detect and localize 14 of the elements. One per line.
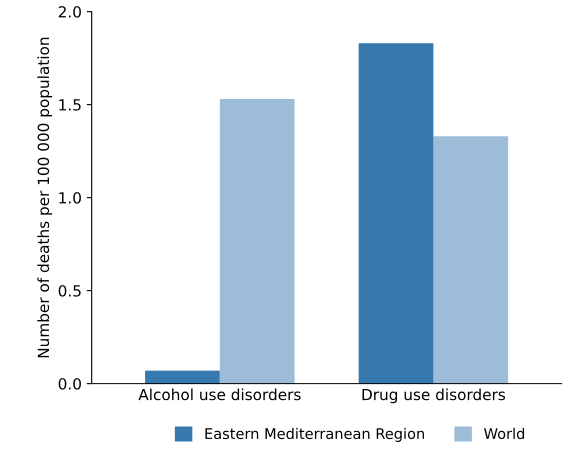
y-tick-label: 1.5 (59, 99, 81, 111)
y-tick-label: 0.5 (58, 285, 81, 297)
legend-label: Eastern Mediterranean Region (205, 428, 424, 442)
bar (433, 136, 508, 384)
x-tick-label: Drug use disorders (362, 388, 506, 404)
legend-label: World (484, 428, 524, 440)
x-tick-label: Alcohol use disorders (138, 388, 301, 400)
bar (358, 43, 434, 384)
bar (145, 370, 220, 384)
y-tick-label: 2.0 (58, 6, 81, 18)
y-axis-title: Number of deaths per 100 000 population (37, 38, 52, 358)
y-tick-label: 1.0 (59, 192, 81, 204)
bar (220, 99, 295, 384)
y-tick-label: 0.0 (58, 378, 81, 390)
